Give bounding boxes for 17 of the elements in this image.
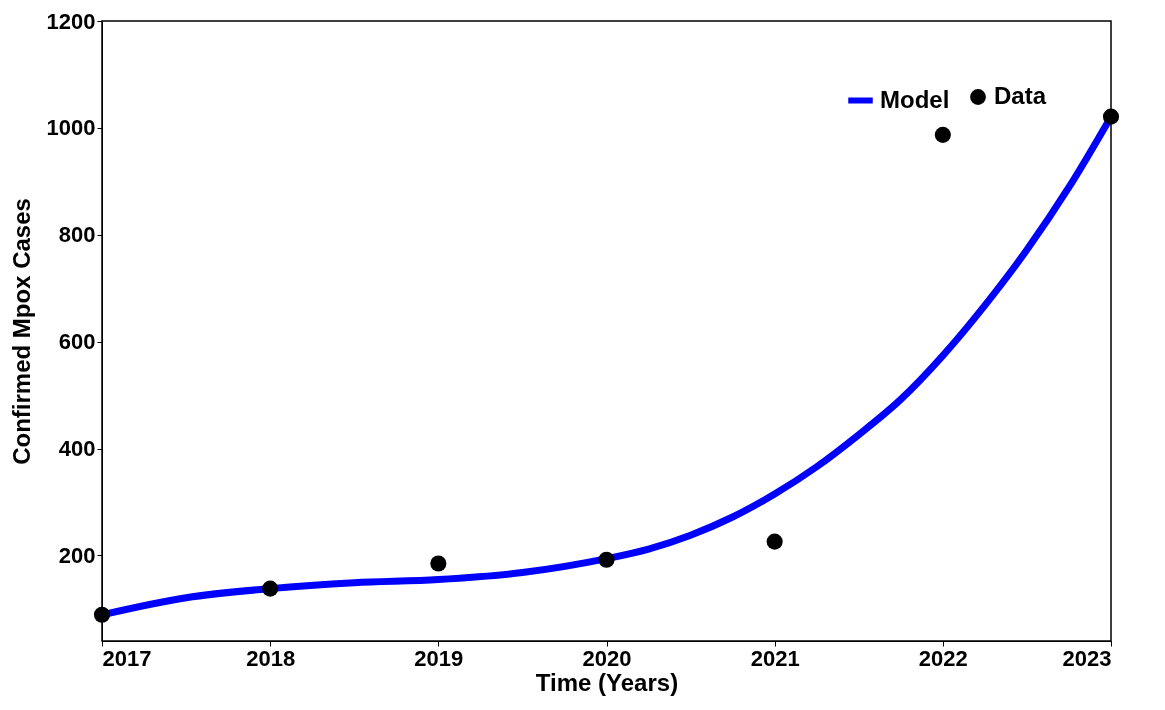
y-tick-label: 800 [58,222,96,248]
y-tick-label: 1200 [46,8,96,34]
y-axis-title: Confirmed Mpox Cases [7,198,35,465]
x-tick-label: 2022 [918,645,968,671]
x-axis-title: Time (Years) [535,668,679,696]
legend-label: Data [994,82,1047,109]
x-tick-label: 2021 [750,645,800,671]
y-tick-label: 1000 [46,115,96,141]
y-tick-label: 200 [58,542,96,568]
x-tick-label: 2020 [582,645,632,671]
y-tick-label: 400 [58,436,96,462]
x-tick-label: 2023 [1062,645,1112,671]
legend-label: Model [880,85,950,113]
x-tick-label: 2018 [246,645,296,671]
y-tick-label: 600 [58,329,96,355]
x-tick-label: 2017 [102,645,152,671]
x-tick-label: 2019 [414,645,464,671]
